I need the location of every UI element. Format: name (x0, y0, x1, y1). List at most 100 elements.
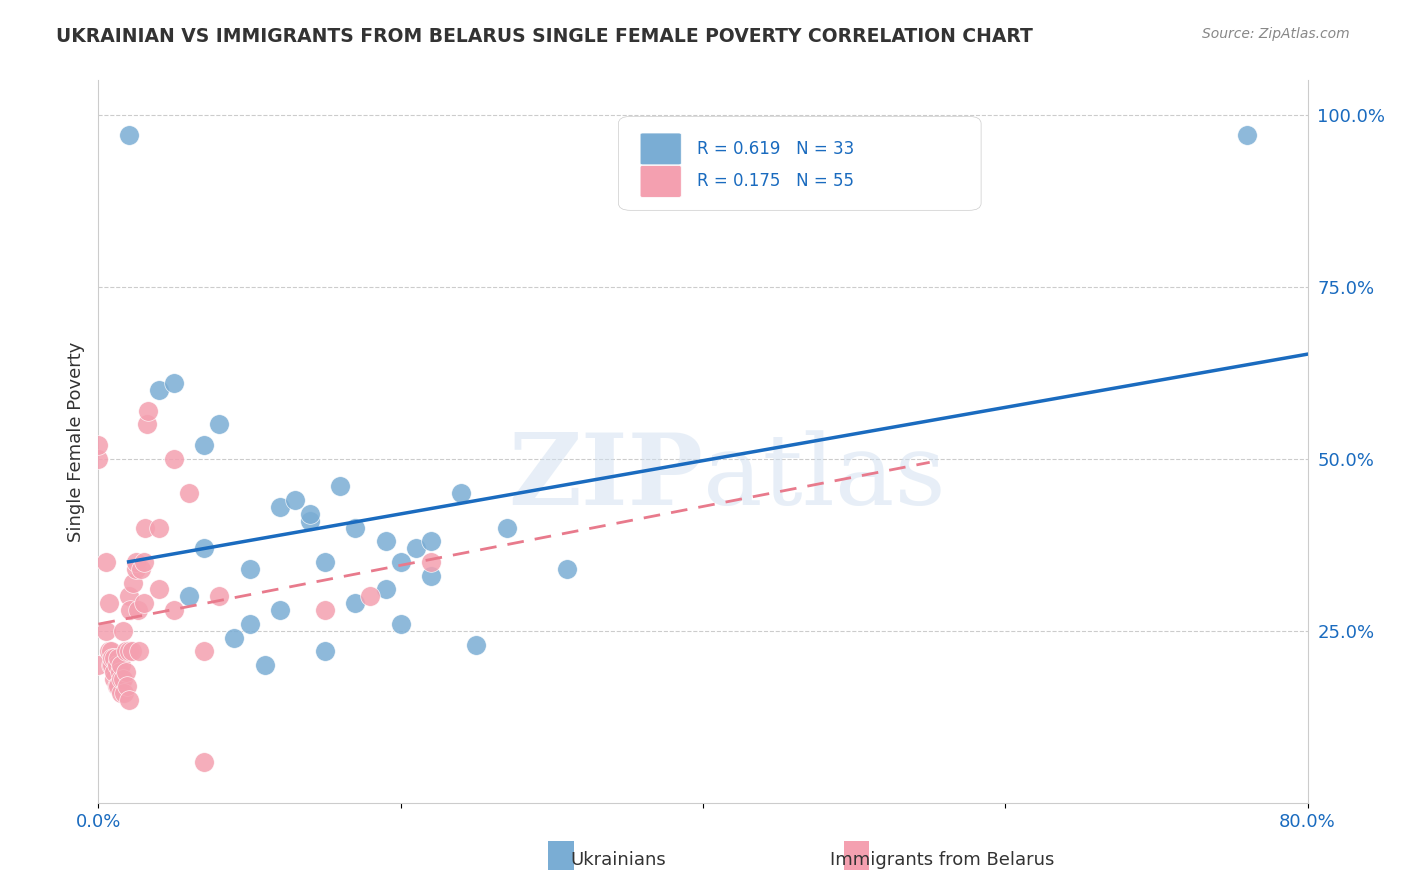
Point (1236, 128, 1258, 143)
Point (314, 603, 336, 617)
Point (405, 541, 427, 556)
Point (360, 590, 382, 604)
Point (105, 658, 128, 673)
Point (329, 479, 352, 493)
Point (110, 672, 132, 686)
Point (108, 665, 131, 679)
Point (344, 520, 367, 534)
Point (314, 644, 336, 658)
Point (374, 534, 396, 549)
Point (100, 644, 122, 658)
Point (193, 644, 215, 658)
Point (193, 438, 215, 452)
Point (115, 679, 138, 693)
FancyBboxPatch shape (640, 133, 682, 165)
Point (98, 644, 121, 658)
Point (110, 658, 132, 673)
Point (420, 534, 443, 549)
Point (101, 651, 124, 665)
Point (127, 603, 149, 617)
Point (465, 638, 488, 652)
Point (148, 520, 170, 534)
Point (389, 555, 412, 569)
Point (107, 679, 129, 693)
Point (450, 486, 472, 500)
Point (163, 603, 186, 617)
Point (136, 403, 159, 417)
Point (389, 616, 412, 631)
Point (299, 507, 322, 521)
Point (87, 438, 110, 452)
Point (107, 651, 129, 665)
Point (98, 596, 121, 610)
Point (420, 568, 443, 582)
Point (122, 575, 145, 590)
Point (125, 562, 148, 576)
Point (344, 596, 367, 610)
Point (105, 679, 128, 693)
Point (118, 590, 141, 604)
Point (374, 582, 396, 597)
Point (129, 562, 152, 576)
Point (163, 376, 186, 390)
Point (94, 555, 117, 569)
Point (120, 603, 142, 617)
Point (134, 520, 156, 534)
Point (299, 514, 322, 528)
Text: Source: ZipAtlas.com: Source: ZipAtlas.com (1202, 27, 1350, 41)
Point (114, 644, 136, 658)
Point (132, 555, 155, 569)
Point (163, 451, 186, 466)
Point (103, 665, 125, 679)
Point (111, 624, 134, 638)
Point (495, 520, 517, 534)
Point (253, 658, 276, 673)
FancyBboxPatch shape (619, 117, 981, 211)
Text: ZIP: ZIP (508, 429, 703, 526)
Point (135, 417, 157, 432)
Point (103, 672, 125, 686)
Text: Immigrants from Belarus: Immigrants from Belarus (830, 851, 1054, 869)
Text: R = 0.619   N = 33: R = 0.619 N = 33 (697, 140, 855, 158)
Text: Ukrainians: Ukrainians (571, 851, 666, 869)
Point (125, 555, 148, 569)
Point (193, 541, 215, 556)
Point (179, 486, 201, 500)
Text: atlas: atlas (703, 430, 946, 525)
Point (121, 644, 143, 658)
Point (94, 624, 117, 638)
Point (555, 562, 578, 576)
Point (239, 562, 262, 576)
Point (101, 658, 124, 673)
Point (118, 644, 141, 658)
Point (100, 658, 122, 673)
Point (420, 555, 443, 569)
Point (179, 590, 201, 604)
Point (148, 582, 170, 597)
Point (87, 658, 110, 673)
Point (118, 128, 141, 143)
Point (148, 383, 170, 397)
Point (103, 651, 125, 665)
Point (314, 555, 336, 569)
Point (132, 596, 155, 610)
Point (269, 603, 291, 617)
Point (114, 665, 136, 679)
Point (118, 692, 141, 706)
Point (208, 590, 231, 604)
Point (112, 686, 135, 700)
Point (87, 451, 110, 466)
Point (208, 417, 231, 432)
Text: UKRAINIAN VS IMMIGRANTS FROM BELARUS SINGLE FEMALE POVERTY CORRELATION CHART: UKRAINIAN VS IMMIGRANTS FROM BELARUS SIN… (56, 27, 1033, 45)
Y-axis label: Single Female Poverty: Single Female Poverty (66, 342, 84, 541)
Point (128, 644, 150, 658)
Point (239, 616, 262, 631)
Point (269, 500, 291, 514)
FancyBboxPatch shape (640, 166, 682, 197)
Point (193, 755, 215, 769)
Text: R = 0.175   N = 55: R = 0.175 N = 55 (697, 172, 853, 190)
Point (284, 493, 307, 508)
Point (224, 631, 246, 645)
Point (111, 672, 134, 686)
Point (110, 686, 132, 700)
